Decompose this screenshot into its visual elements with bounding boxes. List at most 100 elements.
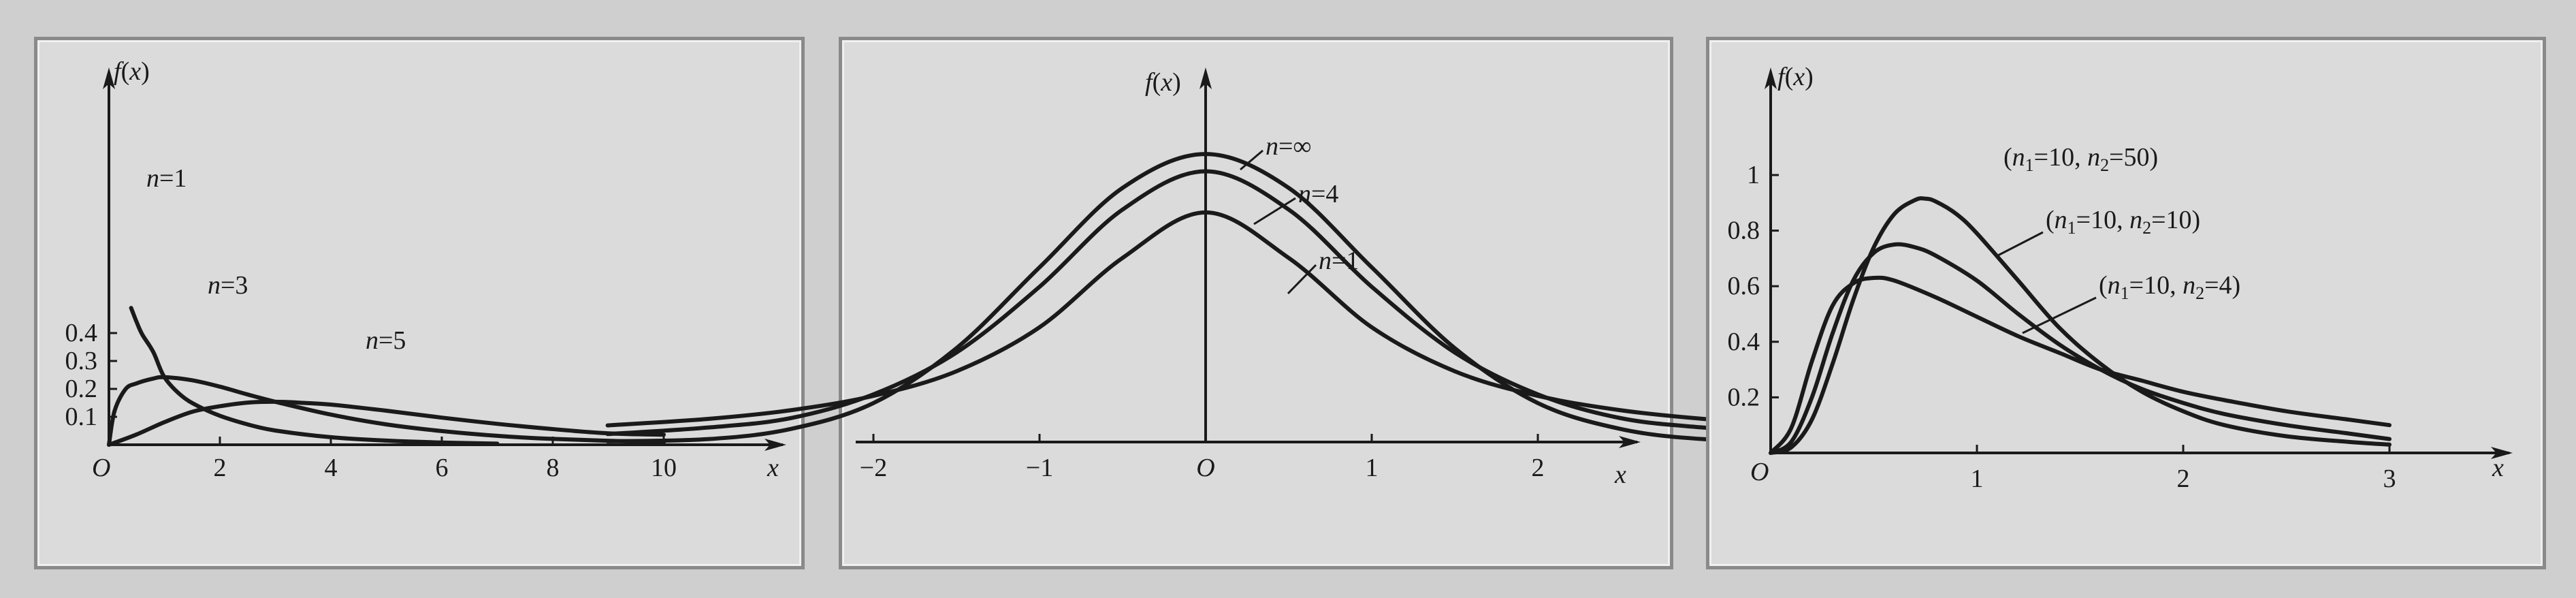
x-tick-label: 3 [2383,465,2396,493]
chart-svg-1: f(x)xO 2 4 6 8 100.10.20.30.4n=1n=3n=5 [65,57,786,482]
x-tick-label: 2 [2177,465,2190,493]
series-label-value: =3 [221,271,248,300]
series-label-n: n [1298,180,1311,208]
series-label-value: =1 [159,164,187,193]
x-tick-label: 1 [1971,465,1984,493]
y-tick-label: 0.4 [65,319,98,347]
series-label-sub1: 1 [2121,283,2129,303]
series-label-n2: n [2087,143,2100,172]
series-label-n1: n [2055,206,2067,234]
series-label-mid: =10, [2129,271,2183,300]
series-label-n: n [1266,132,1278,161]
series-line-n=4 [605,169,1806,437]
y-tick-label: 0.4 [1728,328,1760,356]
x-axis-label: x [1614,460,1626,489]
series-line-n=1 [605,210,1806,428]
y-axis-label-paren-open: ( [1153,68,1161,97]
x-tick-label: 10 [651,454,677,482]
series-label-end: =50) [2109,143,2158,172]
chart-panel-chi-square: f(x) x O 2 4 6 8 10 0.1 0.2 0.3 0.4 n=1 n=3 n=5 [34,37,805,569]
series-line-n=1 [129,306,500,446]
series-label-value: =4 [1311,180,1338,208]
origin-label: O [1750,458,1769,486]
y-tick-label: 0.1 [65,403,98,431]
y-axis-arrow [1200,67,1212,89]
y-axis-label-var: x [1160,68,1172,97]
y-tick-label: 0.6 [1728,272,1760,300]
series-line-n=3 [107,375,666,447]
series-label-(n1=10, n2=50): (n1=10, n2=50) [2003,143,2158,175]
series-label-(n1=10, n2=4): (n1=10, n2=4) [2099,271,2240,303]
origin-label: O [1196,454,1214,482]
y-tick-label: 0.2 [1728,383,1760,411]
y-axis-label-paren-open: ( [1785,63,1794,91]
series-line-(n1=10, n2=10) [1769,242,2392,455]
x-tick-label: 1 [1366,454,1379,482]
series-label-paren: ( [2046,206,2055,234]
series-line-(n1=10, n2=50) [1769,196,2392,455]
y-axis-label: f(x) [114,57,150,86]
series-line-(n1=10, n2=4) [1769,275,2392,455]
series-label-n2: n [2129,206,2142,234]
x-axis-arrow [764,439,786,451]
series-line-n=5 [107,399,666,447]
series-label-n1: n [2012,143,2025,172]
series-label-n=1: n=1 [1319,247,1359,275]
series-label-mid: =10, [2034,143,2087,172]
series-label-n: n [146,164,159,193]
series-leader-line [1995,231,2044,258]
series-leader-line [1240,149,1263,171]
x-tick-label: 4 [325,454,338,482]
series-label-paren: ( [2003,143,2012,172]
chart-svg-3: f(x)xO 1 2 30.20.40.60.81(n1=10, n2=50)(n1=… [1728,63,2513,493]
series-label-n2: n [2183,271,2195,300]
series-label-sub2: 2 [2100,155,2109,175]
y-axis-arrow [103,67,115,89]
series-label-end: =10) [2151,206,2200,234]
chart-svg-2: f(x)xO−2 −1 1 2n=∞n=4n=1 [605,67,1806,489]
y-tick-label: 1 [1747,161,1760,189]
y-axis-label: f(x) [1145,68,1181,97]
x-tick-label: −2 [860,454,887,482]
x-tick-label: 2 [1532,454,1545,482]
y-axis-label: f(x) [1777,63,1814,91]
series-label-n=∞: n=∞ [1266,132,1312,161]
series-label-n: n [366,326,379,355]
y-axis-label-paren-open: ( [121,57,130,86]
x-axis-arrow [1619,436,1641,448]
series-label-end: =4) [2204,271,2240,300]
series-leader-line [1253,197,1296,225]
series-label-n1: n [2108,271,2121,300]
x-tick-label: −1 [1026,454,1053,482]
x-axis-arrow [2491,447,2513,459]
chart-panel-t-distribution: f(x) x O −2 −1 1 2 n=∞ n=4 n=1 [605,37,1806,569]
series-leader-line [2022,296,2097,334]
series-label-(n1=10, n2=10): (n1=10, n2=10) [2046,206,2200,238]
series-leader-line [1287,264,1317,295]
y-axis-label-var: x [1792,63,1805,91]
series-label-value: =5 [379,326,406,355]
y-tick-label: 0.3 [65,347,98,375]
x-tick-label: 2 [214,454,227,482]
series-label-mid: =10, [2076,206,2129,234]
x-tick-label: 6 [436,454,449,482]
y-axis-label-var: x [129,57,141,86]
x-axis-label: x [767,454,779,482]
series-label-value: =∞ [1278,132,1312,161]
origin-label: O [92,454,110,482]
y-axis-arrow [1765,67,1777,89]
chart-panel-f-distribution: f(x) x O 1 2 3 0.2 0.4 0.6 0.8 1 (n1=10, n2=50) (n1=… [1706,37,2546,569]
series-label-sub1: 1 [2067,218,2076,238]
y-axis-label-paren-close: ) [1172,68,1181,97]
series-label-sub1: 1 [2025,155,2034,175]
series-label-n=4: n=4 [1298,180,1338,208]
x-axis-label: x [2492,454,2504,482]
series-label-paren: ( [2099,271,2108,300]
y-axis-label-paren-close: ) [1805,63,1814,91]
y-tick-label: 0.2 [65,375,98,403]
series-label-n: n [1319,247,1332,275]
series-label-n=3: n=3 [208,271,248,300]
series-label-n: n [208,271,221,300]
series-label-n=1: n=1 [146,164,187,193]
series-line-n=∞ [605,152,1806,443]
